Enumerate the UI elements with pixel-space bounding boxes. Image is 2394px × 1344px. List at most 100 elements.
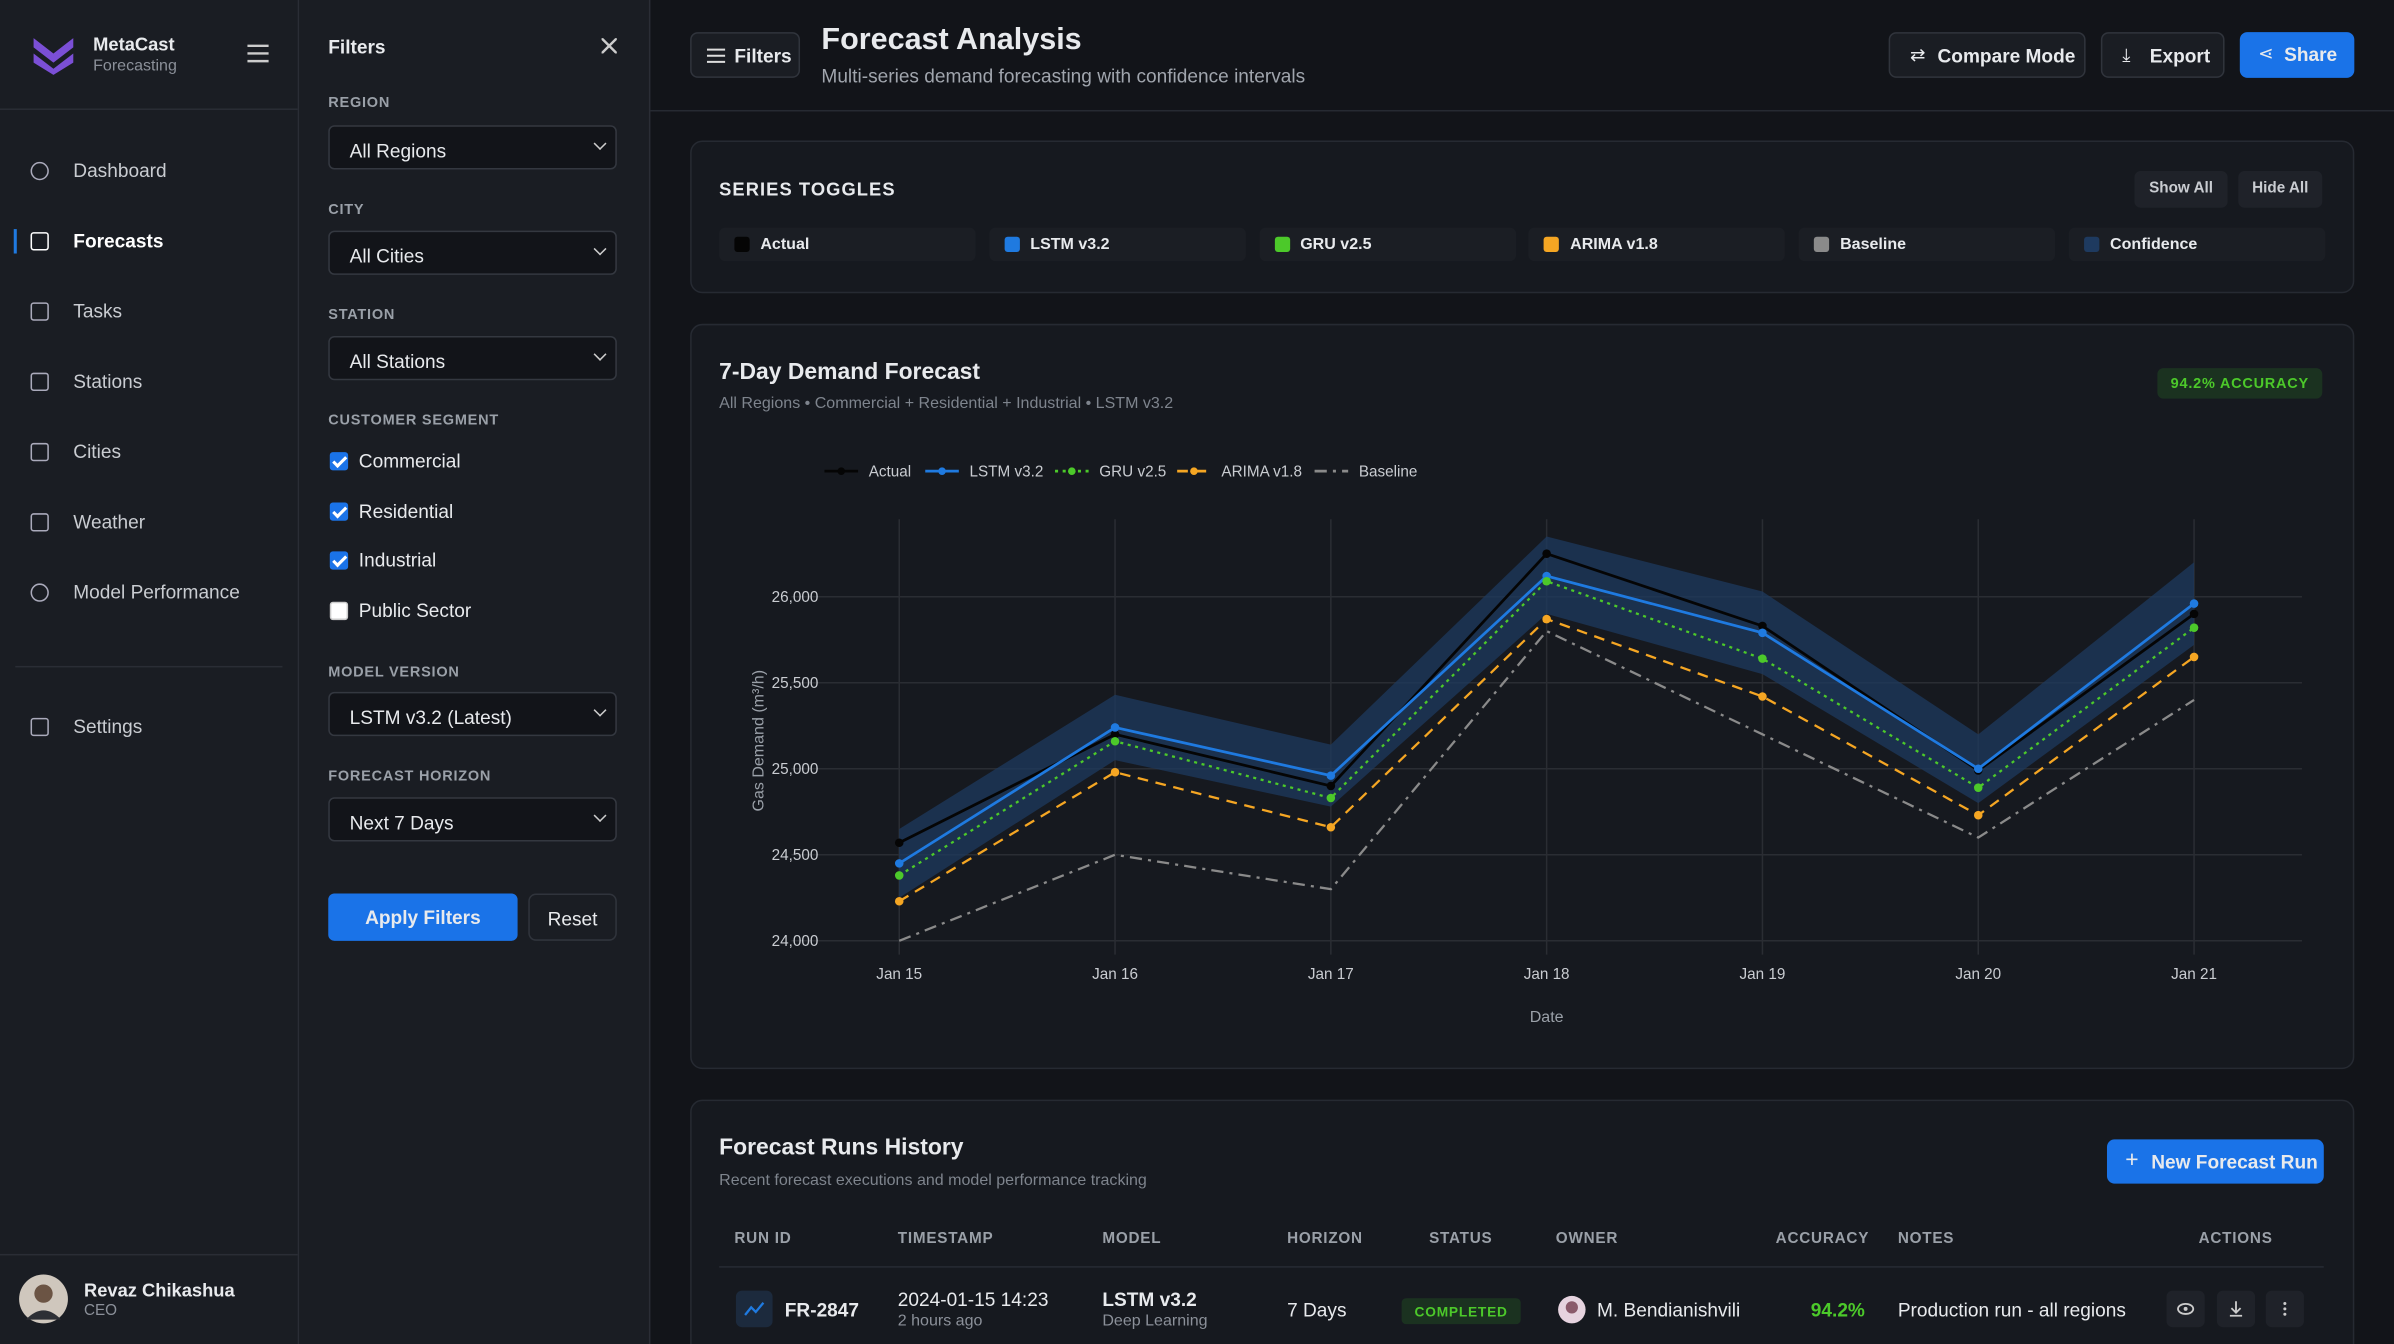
column-header: ACTIONS	[2198, 1231, 2273, 1248]
nav-item[interactable]: Model Performance	[0, 568, 298, 617]
series-toggle[interactable]: Actual	[719, 227, 976, 262]
model-select[interactable]: LSTM v3.2 (Latest)	[328, 691, 617, 737]
select-value: Next 7 Days	[349, 812, 454, 834]
brand-name: MetaCast	[93, 33, 175, 55]
timestamp: 2024-01-15 14:23	[897, 1289, 1049, 1311]
button-label: Reset	[547, 908, 598, 931]
nav-label: Forecasts	[73, 230, 164, 253]
column-header: TIMESTAMP	[897, 1231, 994, 1248]
share-button[interactable]: ⋖ Share	[2239, 32, 2355, 78]
compare-button[interactable]: ⇄ Compare Mode	[1888, 32, 2086, 78]
chart-subtitle: All Regions • Commercial + Residential +…	[719, 394, 1174, 413]
data-point	[894, 838, 904, 848]
owner: M. Bendianishvili	[1597, 1299, 1741, 1322]
data-point	[1326, 822, 1336, 832]
run-id: FR-2847	[784, 1299, 860, 1322]
hide-all-button[interactable]: Hide All	[2238, 171, 2323, 208]
button-label: Compare Mode	[1937, 45, 2076, 68]
close-button[interactable]	[601, 38, 617, 54]
nav-item[interactable]: Dashboard	[0, 147, 298, 196]
horizon-select[interactable]: Next 7 Days	[328, 797, 617, 842]
nav-icon	[30, 717, 49, 737]
table-title: Forecast Runs History	[719, 1134, 964, 1161]
column-header: HORIZON	[1287, 1231, 1363, 1248]
x-tick-label: Jan 16	[1092, 966, 1138, 983]
accuracy-badge: 94.2% ACCURACY	[2157, 368, 2323, 399]
download-button[interactable]	[2216, 1290, 2256, 1328]
nav-item[interactable]: Weather	[0, 498, 298, 547]
menu-button[interactable]	[247, 44, 269, 63]
nav-item[interactable]: Forecasts	[0, 217, 298, 266]
column-header: RUN ID	[734, 1231, 792, 1248]
select-value: All Cities	[349, 245, 424, 268]
nav-item[interactable]: Stations	[0, 357, 298, 406]
apply-button[interactable]: Apply Filters	[328, 893, 518, 941]
button-label: Export	[2149, 45, 2211, 68]
select-value: All Regions	[349, 140, 447, 162]
x-tick-label: Jan 15	[876, 966, 922, 983]
series-toggle[interactable]: Baseline	[1798, 227, 2056, 262]
view-button[interactable]	[2166, 1290, 2205, 1328]
toggles-title: SERIES TOGGLES	[719, 178, 896, 201]
model-type: Deep Learning	[1102, 1311, 1208, 1331]
toggle-swatch	[1544, 236, 1560, 253]
data-point	[2189, 652, 2199, 662]
show-all-button[interactable]: Show All	[2134, 171, 2228, 208]
legend-label: GRU v2.5	[1099, 464, 1166, 481]
data-point	[1758, 628, 1767, 638]
data-point	[1758, 621, 1767, 631]
column-header: NOTES	[1897, 1231, 1955, 1248]
data-point	[1758, 654, 1767, 663]
checkbox[interactable]	[329, 601, 349, 621]
station-select[interactable]: All Stations	[328, 336, 617, 381]
checkbox[interactable]	[329, 502, 349, 521]
filters-toggle[interactable]: Filters	[690, 32, 801, 78]
user-avatar	[19, 1274, 68, 1324]
data-point	[1542, 614, 1551, 624]
filter-panel	[299, 0, 651, 1344]
export-button[interactable]: ⤓ Export	[2100, 32, 2225, 78]
toggle-label: LSTM v3.2	[1030, 235, 1110, 254]
page-subtitle: Multi-series demand forecasting with con…	[821, 65, 1306, 88]
data-point	[1110, 736, 1120, 746]
city-select[interactable]: All Cities	[328, 230, 617, 275]
nav-item[interactable]: Cities	[0, 428, 298, 477]
nav-item[interactable]: Settings	[0, 703, 298, 752]
data-point	[1542, 549, 1551, 558]
checkbox-label: Public Sector	[358, 600, 472, 622]
toggle-swatch	[1274, 236, 1290, 253]
column-header: MODEL	[1102, 1231, 1162, 1248]
checkbox-label: Commercial	[358, 450, 461, 472]
more-button[interactable]	[2265, 1290, 2304, 1328]
series-toggle[interactable]: LSTM v3.2	[989, 227, 1246, 262]
series-toggle[interactable]: ARIMA v1.8	[1528, 227, 1786, 262]
nav-icon	[30, 161, 49, 181]
series-toggle[interactable]: Confidence	[2068, 227, 2326, 262]
x-tick-label: Jan 20	[1955, 966, 2001, 983]
x-axis-label: Date	[1530, 1008, 1564, 1026]
data-point	[894, 896, 904, 906]
filter-label: STATION	[328, 306, 396, 324]
page-title: Forecast Analysis	[821, 22, 1082, 57]
region-select[interactable]: All Regions	[328, 125, 617, 170]
data-point	[1973, 764, 1983, 774]
user-role: CEO	[83, 1302, 118, 1320]
toggle-swatch	[734, 236, 750, 253]
nav-item[interactable]: Tasks	[0, 287, 298, 336]
toggle-swatch	[2084, 236, 2100, 253]
checkbox-label: Residential	[358, 500, 454, 522]
checkbox[interactable]	[329, 551, 349, 571]
y-tick-label: 24,000	[772, 933, 819, 950]
nav-label: Dashboard	[73, 160, 167, 182]
nav-icon	[30, 232, 49, 251]
checkbox[interactable]	[329, 452, 349, 471]
filter-label: FORECAST HORIZON	[328, 768, 492, 786]
divider	[0, 108, 298, 110]
new-run-button[interactable]: + New Forecast Run	[2106, 1139, 2324, 1184]
nav-icon	[30, 302, 49, 321]
series-toggle[interactable]: GRU v2.5	[1258, 227, 1516, 262]
sidebar	[0, 0, 300, 1344]
nav-icon	[30, 372, 49, 391]
reset-button[interactable]: Reset	[528, 893, 617, 941]
